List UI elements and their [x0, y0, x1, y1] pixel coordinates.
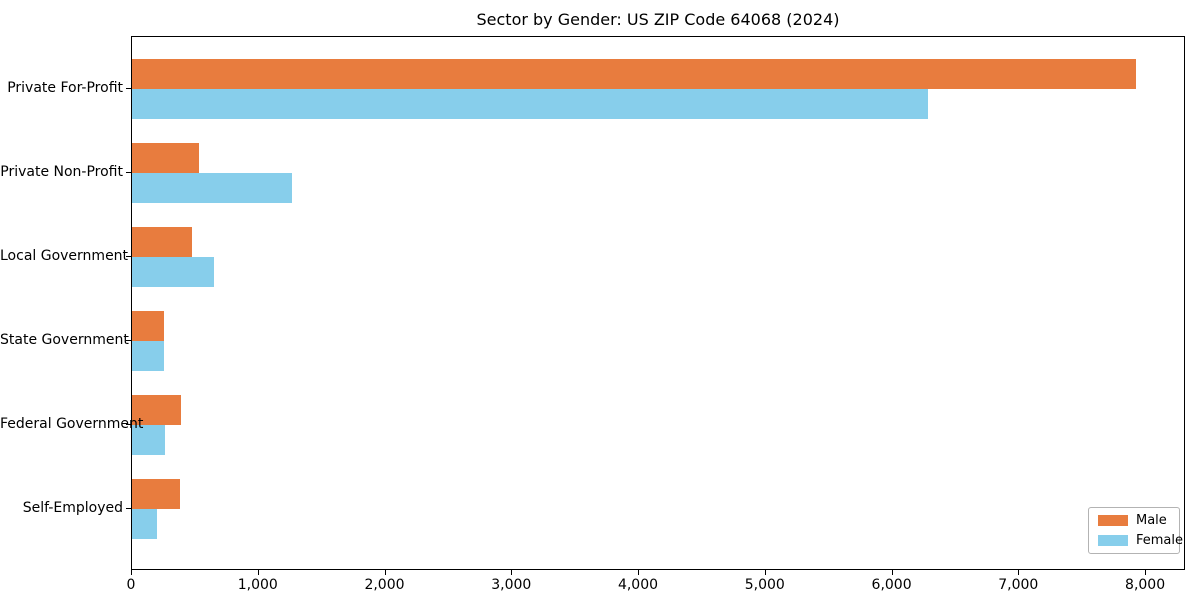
- y-tick-mark-4: [126, 424, 131, 425]
- bar-male-2: [132, 227, 192, 257]
- bar-female-0: [132, 89, 928, 119]
- legend-entry-male: Male: [1098, 513, 1171, 528]
- bar-female-3: [132, 341, 165, 371]
- x-tick-label-3: 3,000: [491, 577, 532, 593]
- y-tick-mark-1: [126, 172, 131, 173]
- x-tick-label-8: 8,000: [1125, 577, 1166, 593]
- x-tick-label-5: 5,000: [744, 577, 785, 593]
- bar-male-4: [132, 395, 182, 425]
- legend-label-female: Female: [1136, 533, 1184, 548]
- x-tick-mark-7: [1018, 570, 1020, 575]
- legend: Male Female: [1088, 507, 1183, 554]
- y-tick-label-4: Federal Government: [0, 416, 144, 432]
- bar-male-1: [132, 143, 200, 173]
- legend-entry-female: Female: [1098, 533, 1183, 548]
- y-tick-mark-2: [126, 256, 131, 257]
- y-tick-mark-0: [126, 88, 131, 89]
- y-tick-label-3: State Government: [0, 332, 129, 348]
- x-tick-label-4: 4,000: [617, 577, 659, 593]
- y-tick-label-5: Self-Employed: [22, 500, 123, 516]
- x-tick-mark-4: [638, 570, 639, 575]
- bar-male-5: [132, 479, 180, 509]
- legend-swatch-male-icon: [1098, 515, 1128, 526]
- legend-label-male: Male: [1136, 513, 1167, 528]
- plot-area: [131, 36, 1185, 570]
- y-tick-mark-5: [126, 508, 131, 509]
- bar-female-5: [132, 509, 158, 539]
- y-tick-label-2: Local Government: [0, 248, 129, 264]
- x-tick-mark-3: [511, 570, 513, 575]
- x-tick-mark-0: [131, 570, 132, 575]
- y-tick-label-0: Private For-Profit: [7, 80, 123, 96]
- x-tick-mark-8: [1145, 570, 1147, 575]
- bar-female-1: [132, 173, 293, 203]
- x-tick-mark-2: [384, 570, 386, 575]
- x-tick-label-1: 1,000: [237, 577, 278, 593]
- y-tick-mark-3: [126, 340, 131, 341]
- x-tick-mark-1: [257, 570, 259, 575]
- x-tick-mark-6: [891, 570, 893, 575]
- bar-male-3: [132, 311, 164, 341]
- bar-female-2: [132, 257, 215, 287]
- bar-male-0: [132, 59, 1136, 89]
- x-tick-label-7: 7,000: [998, 577, 1039, 593]
- chart-title: Sector by Gender: US ZIP Code 64068 (202…: [476, 10, 840, 29]
- x-tick-label-2: 2,000: [364, 577, 405, 593]
- x-tick-label-0: 0: [126, 577, 136, 593]
- bar-female-4: [132, 425, 165, 455]
- legend-swatch-female-icon: [1098, 535, 1128, 546]
- x-tick-label-6: 6,000: [871, 577, 912, 593]
- y-tick-label-1: Private Non-Profit: [0, 164, 123, 180]
- x-tick-mark-5: [764, 570, 766, 575]
